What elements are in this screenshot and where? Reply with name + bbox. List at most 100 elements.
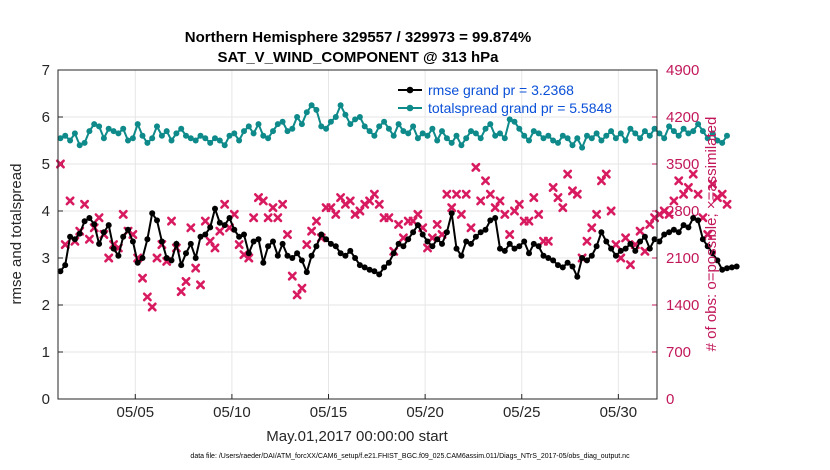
totalspread-point xyxy=(704,135,711,142)
obs-assimilated-marker xyxy=(717,189,727,199)
obs-assimilated-marker xyxy=(447,203,457,213)
totalspread-point xyxy=(270,128,276,135)
totalspread-point xyxy=(216,137,223,144)
rmse-point xyxy=(385,259,392,266)
rmse-point xyxy=(76,230,83,237)
obs-assimilated-marker xyxy=(664,209,674,219)
totalspread-point xyxy=(366,128,373,135)
rmse-point xyxy=(327,240,334,247)
rmse-point xyxy=(530,240,537,247)
rmse-point xyxy=(86,215,93,221)
obs-assimilated-marker xyxy=(205,236,215,246)
x-axis-label: May.01,2017 00:00:00 start xyxy=(266,428,448,445)
x-tick-label: 05/15 xyxy=(310,404,348,421)
y-left-tick-label: 6 xyxy=(42,109,50,126)
totalspread-point xyxy=(381,118,388,125)
totalspread-point xyxy=(294,114,301,120)
rmse-point xyxy=(472,233,479,240)
obs-assimilated-marker xyxy=(679,189,689,199)
x-tick-label: 05/25 xyxy=(503,404,541,421)
obs-assimilated-marker xyxy=(456,209,466,219)
rmse-point xyxy=(231,226,238,233)
totalspread-point xyxy=(105,125,112,132)
totalspread-point xyxy=(390,132,397,139)
rmse-point xyxy=(96,240,103,247)
rmse-point xyxy=(149,210,156,217)
rmse-point xyxy=(646,245,653,252)
obs-assimilated-marker xyxy=(142,292,152,302)
totalspread-point xyxy=(497,130,503,137)
rmse-point xyxy=(690,215,697,221)
y-left-tick-label: 1 xyxy=(42,344,50,361)
obs-assimilated-marker xyxy=(287,271,297,281)
totalspread-point xyxy=(424,132,431,139)
rmse-point xyxy=(598,229,605,236)
obs-assimilated-marker xyxy=(263,213,273,223)
rmse-point xyxy=(612,252,619,259)
obs-assimilated-marker xyxy=(355,206,365,216)
totalspread-point xyxy=(110,128,117,135)
obs-assimilated-marker xyxy=(688,169,698,179)
rmse-point xyxy=(216,219,223,226)
totalspread-point xyxy=(724,132,730,139)
obs-assimilated-marker xyxy=(200,216,210,226)
totalspread-point xyxy=(308,102,315,109)
y-right-tick-label: 3500 xyxy=(666,156,699,173)
rmse-point xyxy=(719,266,726,273)
rmse-point xyxy=(139,255,146,261)
obs-assimilated-marker xyxy=(249,213,259,223)
totalspread-point xyxy=(231,130,238,137)
obs-assimilated-marker xyxy=(509,206,519,216)
rmse-point xyxy=(511,245,518,252)
totalspread-point xyxy=(434,137,441,144)
totalspread-point xyxy=(709,130,716,137)
obs-assimilated-marker xyxy=(104,253,114,263)
rmse-point xyxy=(559,264,566,271)
totalspread-point xyxy=(207,139,214,146)
rmse-point xyxy=(197,233,204,240)
rmse-point xyxy=(183,250,189,257)
rmse-point xyxy=(236,233,243,240)
obs-assimilated-marker xyxy=(307,226,317,236)
obs-assimilated-marker xyxy=(683,183,693,192)
rmse-point xyxy=(497,245,503,252)
totalspread-point xyxy=(255,121,262,128)
rmse-point xyxy=(410,229,417,236)
legend: rmse grand pr = 3.2368 totalspread grand… xyxy=(398,82,612,116)
totalspread-point xyxy=(327,118,334,125)
rmse-point xyxy=(274,252,281,259)
rmse-point xyxy=(187,240,194,247)
totalspread-point xyxy=(612,135,619,142)
obs-assimilated-marker xyxy=(505,230,515,239)
totalspread-point xyxy=(385,125,392,132)
rmse-point xyxy=(521,238,528,245)
rmse-point xyxy=(627,240,634,247)
rmse-point xyxy=(540,252,547,259)
rmse-point xyxy=(255,236,262,243)
totalspread-point xyxy=(202,135,209,142)
totalspread-point xyxy=(574,135,581,142)
rmse-point xyxy=(492,215,499,221)
totalspread-point xyxy=(168,137,175,144)
rmse-point xyxy=(390,250,397,257)
totalspread-point xyxy=(173,130,180,137)
rmse-point xyxy=(265,243,272,250)
totalspread-point xyxy=(516,125,523,132)
totalspread-point xyxy=(356,114,363,120)
rmse-point xyxy=(680,222,687,229)
totalspread-point xyxy=(86,128,93,135)
totalspread-point xyxy=(221,142,228,149)
rmse-point xyxy=(173,240,180,247)
totalspread-point xyxy=(323,125,330,132)
rmse-point xyxy=(168,257,175,264)
rmse-point xyxy=(439,240,445,247)
rmse-point xyxy=(332,243,339,250)
rmse-point xyxy=(356,262,363,269)
totalspread-point xyxy=(477,135,484,142)
totalspread-point xyxy=(670,128,677,135)
obs-assimilated-marker xyxy=(563,169,573,179)
totalspread-point xyxy=(637,135,644,142)
chart-title-line2: SAT_V_WIND_COMPONENT @ 313 hPa xyxy=(217,49,499,66)
totalspread-point xyxy=(419,130,426,137)
rmse-point xyxy=(57,268,64,275)
